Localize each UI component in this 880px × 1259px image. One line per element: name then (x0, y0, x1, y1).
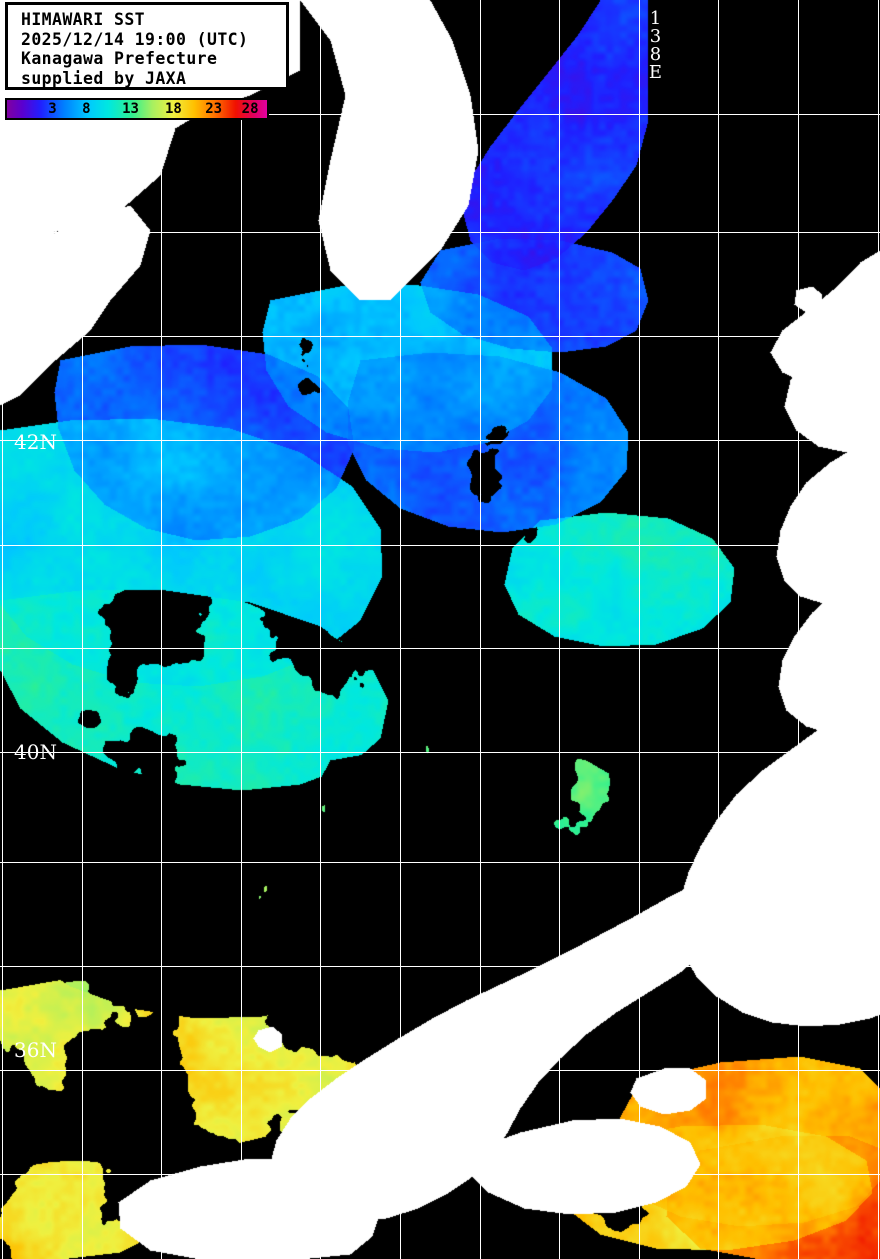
colorbar-tick-23: 23 (205, 101, 223, 117)
colorbar-tick-8: 8 (82, 101, 91, 117)
legend-region: Kanagawa Prefecture (21, 49, 218, 68)
legend-box: HIMAWARI SST 2025/12/14 19:00 (UTC) Kana… (5, 2, 289, 90)
sst-colorbar: 3 8 13 18 23 28 (5, 98, 269, 120)
colorbar-tick-13: 13 (122, 101, 139, 117)
colorbar-tick-18: 18 (164, 101, 182, 117)
colorbar-tick-labels: 3 8 13 18 23 28 (7, 100, 267, 118)
legend-text-block: HIMAWARI SST 2025/12/14 19:00 (UTC) Kana… (8, 5, 286, 88)
colorbar-gradient (7, 100, 267, 118)
legend-source: supplied by JAXA (21, 68, 187, 88)
colorbar-tick-3: 3 (48, 101, 57, 117)
legend-title: HIMAWARI SST (21, 10, 146, 29)
colorbar-tick-28: 28 (241, 101, 259, 117)
legend-datetime: 2025/12/14 19:00 (UTC) (21, 29, 249, 49)
